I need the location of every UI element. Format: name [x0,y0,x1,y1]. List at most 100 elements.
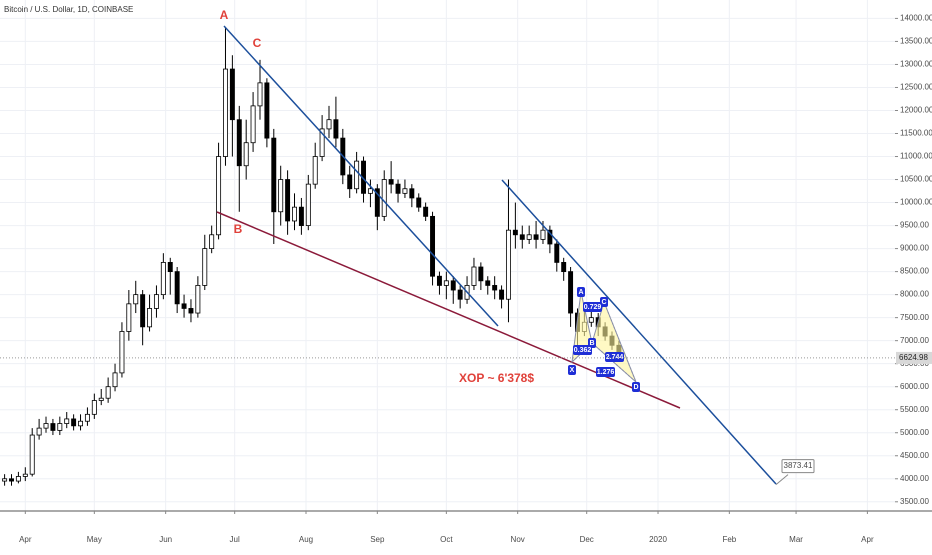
x-tick-label: Sep [370,535,385,544]
candle-body [195,285,201,314]
candle-body [305,183,311,226]
candle-body [250,105,256,144]
x-tick-label: Apr [861,535,874,544]
candle-body [15,476,21,482]
y-tick-label: 5000.00 [900,428,929,437]
candle-body [547,229,553,245]
candle-body [485,280,491,286]
candle-body [457,289,463,300]
candle-body [319,128,325,157]
chart-title: Bitcoin / U.S. Dollar, 1D, COINBASE [4,5,133,14]
candle-body [43,423,49,429]
candle-body [167,262,173,273]
ratio: 2.744 [606,354,624,361]
pattern-x: X [570,367,575,374]
candle-body [112,372,118,388]
candle-body [443,280,449,286]
candle-body [98,397,104,401]
y-tick-label: 7000.00 [900,336,929,345]
candle-body [119,331,125,374]
candle-body [505,229,511,300]
y-tick-label: 12500.00 [900,83,932,92]
target-label: 3873.41 [784,461,813,470]
candle-body [416,197,422,208]
candle-body [147,308,153,328]
y-tick-label: 14000.00 [900,14,932,23]
candle-body [436,275,442,286]
candle-body [64,418,70,424]
ratio: 0.362 [574,347,592,354]
point-a: A [220,8,229,22]
candle-body [57,423,63,431]
pattern-a: A [578,289,583,296]
ratio: 0.729 [584,304,602,311]
candle-body [533,234,539,240]
candle-body [312,156,318,185]
last-price-tag [896,351,932,364]
candle-body [29,434,35,475]
trend-line [501,179,777,485]
y-tick-label: 4000.00 [900,474,929,483]
candles [2,27,622,486]
y-tick-label: 7500.00 [900,313,929,322]
candle-body [568,271,574,314]
candle-body [133,294,139,305]
x-tick-label: May [87,535,102,544]
candle-body [243,142,249,167]
ratio-box [596,367,615,377]
candle-body [22,473,28,477]
ratio-box [573,345,592,355]
candle-body [333,119,339,139]
label-box [577,287,585,297]
candle-body [423,206,429,217]
y-tick-label: 3500.00 [900,497,929,506]
y-tick-label: 11500.00 [900,129,932,138]
pattern-b: B [589,340,594,347]
candle-body [512,229,518,236]
point-b: B [234,222,243,236]
y-tick-label: 11000.00 [900,152,932,161]
candle-body [540,229,546,240]
candle-body [181,303,187,309]
y-tick-label: 9000.00 [900,244,929,253]
candle-body [285,179,291,222]
candle-body [450,280,456,291]
x-tick-label: Apr [19,535,32,544]
candle-body [271,137,277,213]
pattern-c: C [601,299,606,306]
candle-body [78,420,83,427]
candle-body [381,179,387,217]
target-box [781,459,815,474]
candle-body [36,427,42,436]
ratio-box [583,302,602,312]
x-tick-label: 2020 [649,535,667,544]
axes: 3500.00 4000.00 4500.00 5000.00 5500.00 6000.… [0,14,932,544]
y-tick-label: 6000.00 [900,382,929,391]
candle-body [478,266,484,282]
x-tick-label: Nov [511,535,525,544]
candle-body [499,289,505,300]
ratio-box [605,352,624,362]
x-tick-label: Jul [230,535,240,544]
pattern-labels: A X B C D 0.729 0.362 2.744 1.276 [568,287,640,392]
y-tick-label: 9500.00 [900,221,929,230]
y-tick-label: 5500.00 [900,405,929,414]
candle-body [202,248,208,286]
x-tick-label: Oct [440,535,453,544]
x-tick-label: Jun [159,535,172,544]
trend-line [223,25,499,327]
candle-body [188,308,194,314]
ratio: 1.276 [597,369,615,376]
candle-body [174,271,180,305]
candle-body [216,156,222,236]
candle-body [588,317,594,323]
candle-body [91,400,97,415]
pattern-d: D [633,384,638,391]
x-tick-label: Feb [722,535,736,544]
candle-body [395,183,401,194]
candle-body [9,478,14,482]
candle-body [105,386,111,399]
y-tick-label: 8500.00 [900,267,929,276]
candle-body [160,262,166,296]
